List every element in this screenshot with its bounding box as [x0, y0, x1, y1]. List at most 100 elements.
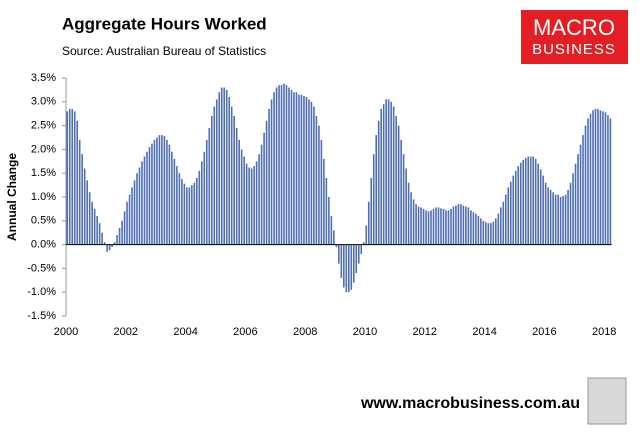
bar [514, 170, 517, 245]
bar [225, 89, 228, 245]
bar [527, 156, 530, 245]
bar [303, 96, 305, 245]
bar [487, 223, 490, 245]
bar [504, 194, 507, 245]
footer: www.macrobusiness.com.au [360, 395, 580, 412]
bar [604, 112, 607, 245]
bar [475, 213, 477, 245]
bar [395, 116, 397, 245]
bar [532, 156, 534, 245]
bar [462, 205, 465, 245]
bar [607, 115, 609, 245]
bar [133, 180, 136, 245]
bar [245, 163, 248, 245]
bar [305, 97, 308, 245]
bar [402, 154, 405, 245]
bar [492, 221, 495, 245]
bar [445, 210, 447, 245]
bar [430, 210, 432, 245]
bar [228, 97, 231, 245]
bar [230, 106, 233, 245]
bar [422, 208, 425, 245]
bar [387, 99, 390, 245]
bar [599, 110, 602, 245]
bar [457, 204, 460, 245]
bar [355, 244, 358, 274]
bar [360, 244, 363, 255]
bar [293, 92, 295, 245]
bar [318, 125, 320, 245]
x-tick-label: 2004 [173, 326, 197, 338]
bar [472, 212, 475, 245]
bar [210, 116, 213, 245]
bar [335, 244, 338, 247]
bar [574, 163, 577, 245]
bar [268, 108, 270, 245]
y-tick-label: 2.0% [31, 143, 56, 155]
bar [440, 208, 442, 245]
bar [447, 210, 450, 245]
bar [108, 244, 111, 251]
bar [485, 222, 487, 245]
bar [547, 187, 549, 245]
y-tick-label: 1.5% [31, 167, 56, 179]
bar [196, 177, 198, 245]
chart-subtitle: Source: Australian Bureau of Statistics [62, 44, 266, 58]
y-axis-label: Annual Change [5, 153, 19, 241]
bar [128, 194, 131, 245]
bar [178, 173, 181, 245]
bar [83, 168, 86, 245]
bar [333, 230, 335, 245]
bar [529, 156, 532, 245]
bar [168, 144, 171, 245]
bar [609, 118, 612, 245]
bar [188, 187, 191, 245]
bar [123, 211, 126, 245]
bar [141, 161, 143, 245]
bar [121, 220, 123, 245]
bar [450, 208, 452, 245]
logo-text: BUSINESS [532, 41, 616, 58]
bar [455, 205, 457, 245]
bar [509, 181, 512, 245]
bar [258, 154, 260, 245]
bar [146, 151, 148, 245]
bar [106, 244, 108, 252]
bar [524, 157, 527, 245]
bar [215, 99, 218, 245]
bar [191, 185, 193, 245]
bar [410, 192, 412, 245]
bar [280, 85, 283, 245]
bar [283, 83, 285, 245]
bar [482, 220, 485, 245]
bar [397, 125, 400, 245]
bar [126, 201, 128, 245]
bar [86, 180, 88, 245]
x-tick-label: 2008 [293, 326, 317, 338]
bar [400, 139, 402, 245]
bar [365, 225, 368, 245]
bar [253, 166, 255, 245]
bar [415, 204, 417, 245]
bar [382, 104, 385, 245]
bar [582, 135, 584, 245]
bar [340, 244, 343, 278]
bar [420, 207, 422, 245]
bar [412, 199, 415, 245]
bar [577, 154, 579, 245]
bar [93, 208, 96, 245]
bar [176, 166, 178, 245]
bar [288, 87, 290, 245]
logo-icon [587, 377, 627, 425]
bar [186, 187, 188, 245]
bar [243, 156, 245, 245]
bar [343, 244, 345, 288]
bar [330, 216, 333, 245]
bar [88, 192, 91, 245]
bar [597, 108, 599, 245]
bar [166, 139, 168, 245]
bar [101, 232, 103, 245]
bar [390, 101, 392, 245]
bar [357, 244, 360, 264]
bar [310, 101, 313, 245]
